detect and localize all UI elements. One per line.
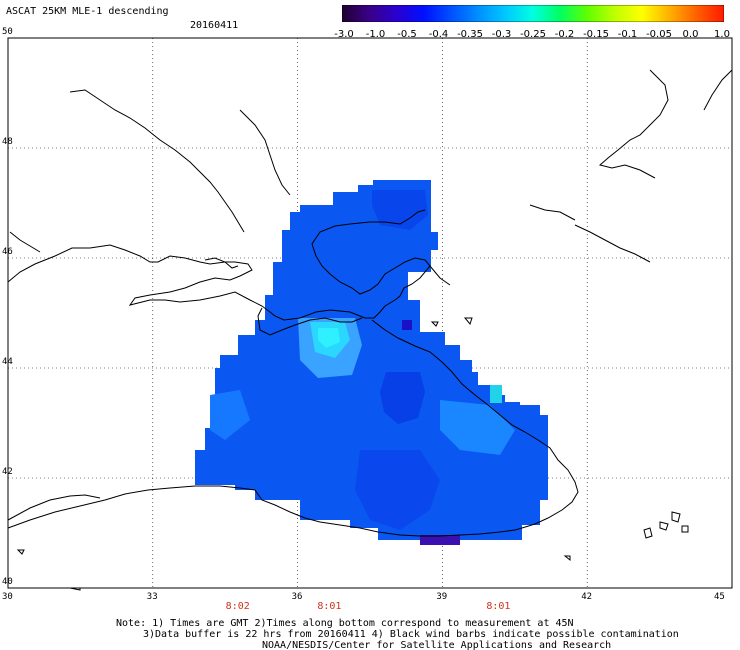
island-7 — [563, 555, 571, 562]
island-5 — [659, 521, 669, 531]
swath-violet-edge — [420, 535, 460, 545]
island-1 — [463, 317, 473, 326]
colorbar-label: -0.15 — [583, 29, 609, 40]
colorbar-label: -0.05 — [646, 29, 672, 40]
map-frame — [7, 37, 733, 589]
colorbar-label: -0.5 — [397, 29, 417, 40]
wind-swath — [195, 180, 548, 545]
measurement-time-label: 8:01 — [486, 601, 511, 612]
swath-light-band — [440, 400, 515, 455]
gridlines — [8, 38, 732, 588]
colorbar-label: -0.4 — [428, 29, 449, 40]
longitude-label: 39 — [436, 592, 448, 602]
coast-sivash — [204, 257, 239, 269]
island-8 — [69, 587, 81, 591]
coast-caspian — [598, 69, 669, 179]
swath-cyan-core — [318, 328, 340, 348]
longitude-label: 42 — [581, 592, 593, 602]
colorbar-label: -0.1 — [617, 29, 638, 40]
longitude-label: 30 — [2, 592, 13, 602]
latitude-label: 46 — [2, 247, 13, 257]
swath-main — [195, 180, 548, 540]
colorbar-label: 0.0 — [682, 29, 699, 40]
colorbar-label: -0.25 — [520, 29, 546, 40]
note-line-2: 3)Data buffer is 22 hrs from 20160411 4)… — [143, 629, 679, 640]
colorbar-label: 1.0 — [714, 29, 730, 40]
island-3 — [643, 527, 653, 539]
coast-dnieper — [69, 89, 245, 233]
coast-lake-ne — [574, 224, 651, 263]
island-9 — [16, 549, 25, 555]
island-2 — [430, 321, 439, 327]
island-6 — [681, 525, 689, 533]
latitude-label: 40 — [2, 577, 13, 587]
longitude-label: 33 — [146, 592, 158, 602]
swath-light-west — [210, 390, 250, 440]
coast-north-black-sea — [7, 209, 431, 321]
latitude-label: 50 — [2, 27, 13, 37]
note-line-1: Note: 1) Times are GMT 2)Times along bot… — [116, 618, 574, 629]
colorbar-label: -0.3 — [491, 29, 512, 40]
longitude-label: 36 — [291, 592, 303, 602]
measurement-time-label: 8:01 — [317, 601, 342, 612]
colorbar-label: -1.0 — [365, 29, 386, 40]
swath-cyan-coast — [490, 385, 502, 403]
longitude-label: 45 — [714, 592, 725, 602]
latitude-label: 44 — [2, 357, 13, 367]
coastlines — [7, 69, 733, 591]
colorbar-label: -3.0 — [334, 29, 354, 40]
latitude-label: 42 — [2, 467, 13, 477]
coast-azov-east — [429, 265, 451, 286]
island-4 — [671, 511, 681, 523]
coast-volga — [529, 204, 576, 221]
colorbar-label: -0.2 — [554, 29, 575, 40]
coast-bosphorus — [7, 494, 101, 521]
colorbar-gradient — [342, 5, 724, 22]
colorbar — [342, 5, 724, 22]
measurement-time-label: 8:02 — [225, 601, 250, 612]
product-date: 20160411 — [190, 20, 239, 31]
coast-crimea — [257, 307, 363, 336]
latitude-label: 48 — [2, 137, 13, 147]
coast-danube — [9, 231, 41, 253]
coast-don — [239, 109, 291, 196]
swath-dark-pixel — [402, 320, 412, 330]
coast-turkey — [7, 485, 523, 537]
colorbar-label: -0.35 — [457, 29, 483, 40]
product-title: ASCAT 25KM MLE-1 descending — [6, 6, 169, 17]
note-line-3: NOAA/NESDIS/Center for Satellite Applica… — [262, 640, 612, 650]
coast-caspian-north — [703, 69, 733, 111]
swath-dark-core — [380, 372, 425, 424]
swath-dark-core-2 — [355, 450, 440, 530]
swath-dark-core-3 — [372, 190, 428, 230]
coast-caucasus — [371, 319, 579, 529]
